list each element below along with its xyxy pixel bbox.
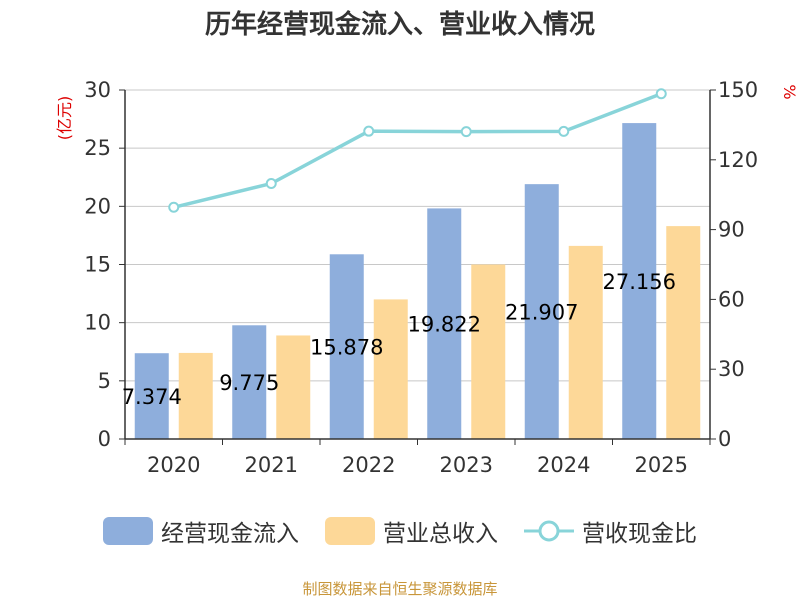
bar-revenue [373,299,408,439]
legend-item-revenue[interactable]: 营业总收入 [325,514,498,548]
chart-title: 历年经营现金流入、营业收入情况 [204,10,595,40]
x-tick-label: 2023 [440,453,493,477]
bar-revenue [178,352,213,439]
data-label-cash-inflow: 15.878 [310,336,383,360]
x-tick-label: 2022 [342,453,395,477]
bar-revenue [471,264,506,439]
x-tick-label: 2024 [537,453,590,477]
legend-label-cash-inflow: 经营现金流入 [161,521,299,547]
bar-cash-inflow [329,254,364,439]
ratio-point [363,125,375,137]
legend: 经营现金流入 营业总收入 营收现金比 [0,514,800,548]
bar-revenue [568,245,603,439]
right-tick-label: 90 [718,218,745,242]
legend-item-ratio[interactable]: 营收现金比 [524,514,697,548]
ratio-point [460,126,472,138]
left-tick-label: 5 [98,369,111,393]
source-note: 制图数据来自恒生聚源数据库 [302,580,498,598]
legend-swatch-cash-inflow [103,517,153,545]
ratio-point [168,201,180,213]
right-tick-label: 60 [718,287,745,311]
left-tick-label: 30 [84,78,111,102]
x-tick-label: 2020 [147,453,200,477]
data-label-cash-inflow: 7.374 [122,385,182,409]
data-label-cash-inflow: 27.156 [603,270,676,294]
data-label-cash-inflow: 19.822 [408,313,481,337]
legend-label-ratio: 营收现金比 [582,521,697,547]
ratio-point [558,125,570,137]
data-label-cash-inflow: 9.775 [219,371,279,395]
left-tick-label: 25 [84,136,111,160]
left-tick-label: 15 [84,253,111,277]
ratio-point [265,178,277,190]
left-tick-label: 20 [84,194,111,218]
bar-revenue [666,226,701,439]
legend-swatch-revenue [325,517,375,545]
bar-cash-inflow [622,123,657,439]
bar-revenue [276,335,311,439]
right-axis-unit: % [780,84,799,99]
data-label-cash-inflow: 21.907 [505,301,578,325]
right-tick-label: 150 [718,78,758,102]
bar-cash-inflow [232,325,267,439]
left-tick-label: 10 [84,311,111,335]
legend-item-cash-inflow[interactable]: 经营现金流入 [103,514,299,548]
right-tick-label: 0 [718,427,731,451]
x-tick-label: 2021 [245,453,298,477]
ratio-point [655,88,667,100]
legend-line-marker-icon [524,520,574,542]
left-axis-unit: (亿元) [55,96,74,141]
right-tick-label: 120 [718,148,758,172]
left-tick-label: 0 [98,427,111,451]
ratio-line [173,92,662,209]
x-tick-label: 2025 [635,453,688,477]
legend-label-revenue: 营业总收入 [383,521,498,547]
bar-cash-inflow [427,208,462,439]
bar-cash-inflow [134,353,169,439]
right-tick-label: 30 [718,357,745,381]
bar-cash-inflow [524,184,559,439]
